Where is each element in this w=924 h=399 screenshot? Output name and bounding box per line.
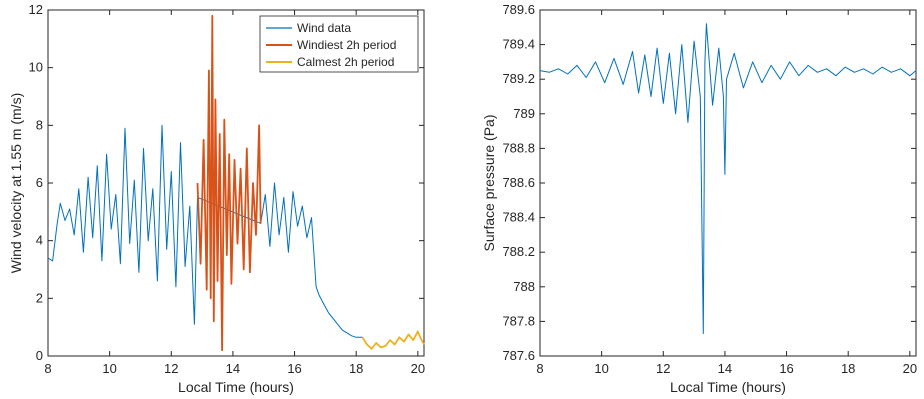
series-layer: [539, 23, 917, 334]
x-tick-label: 8: [536, 361, 543, 376]
x-tick-label: 18: [841, 361, 855, 376]
plot-area-frame: [539, 9, 917, 357]
x-tick-label: 14: [226, 361, 240, 376]
y-tick-label: 787.8: [502, 313, 535, 328]
legend-label-calmest: Calmest 2h period: [297, 55, 394, 69]
y-tick-label: 4: [36, 233, 43, 248]
y-tick-label: 788.8: [502, 140, 535, 155]
y-tick-label: 789.6: [502, 2, 535, 17]
y-tick-label: 788.4: [502, 210, 535, 225]
y-tick-label: 789.4: [502, 37, 535, 52]
y-tick-label: 6: [36, 175, 43, 190]
x-tick-label: 10: [594, 361, 608, 376]
x-axis-label: Local Time (hours): [178, 379, 294, 395]
pressure-line: [539, 23, 917, 334]
surface-pressure-chart: 8 10 12 14 16 18 20 787.6 787.8 788 788.2 788.4 788.…: [481, 2, 917, 395]
windiest-2h-period-line: [196, 14, 262, 352]
wind-velocity-chart: 8 10 12 14 16 18 20 0 2 4 6 8 10 12 Local Time (hours…: [8, 2, 425, 395]
legend: Wind data Windiest 2h period Calmest 2h …: [259, 15, 419, 73]
wind-data-line: [47, 124, 363, 338]
x-tick-label: 12: [656, 361, 670, 376]
y-tick-label: 12: [29, 2, 43, 17]
y-tick-label: 2: [36, 290, 43, 305]
y-axis-label: Surface pressure (Pa): [481, 115, 497, 252]
y-axis-label: Wind velocity at 1.55 m (m/s): [8, 93, 24, 274]
x-axis-label: Local Time (hours): [670, 379, 786, 395]
x-tick-label: 18: [349, 361, 363, 376]
x-tick-label: 8: [44, 361, 51, 376]
y-tick-label: 788.2: [502, 244, 535, 259]
y-tick-label: 0: [36, 348, 43, 363]
x-tick-label: 16: [779, 361, 793, 376]
x-tick-label: 14: [718, 361, 732, 376]
x-tick-label: 12: [164, 361, 178, 376]
y-tick-label: 788.6: [502, 175, 535, 190]
y-tick-label: 788: [513, 279, 535, 294]
calmest-2h-period-line: [361, 330, 425, 350]
x-tick-label: 10: [102, 361, 116, 376]
y-tick-label: 8: [36, 117, 43, 132]
y-tick-label: 789: [513, 106, 535, 121]
legend-label-wind-data: Wind data: [297, 21, 351, 35]
x-tick-label: 20: [903, 361, 917, 376]
series-layer: [47, 14, 425, 352]
legend-label-windiest: Windiest 2h period: [297, 38, 396, 52]
y-tick-label: 789.2: [502, 71, 535, 86]
x-tick-label: 16: [287, 361, 301, 376]
y-tick-label: 10: [29, 60, 43, 75]
tick-layer: 8 10 12 14 16 18 20 0 2 4 6 8 10 12: [29, 2, 426, 376]
tick-layer: 8 10 12 14 16 18 20 787.6 787.8 788 788.2 788.4 788.…: [502, 2, 917, 376]
y-tick-label: 787.6: [502, 348, 535, 363]
x-tick-label: 20: [411, 361, 425, 376]
